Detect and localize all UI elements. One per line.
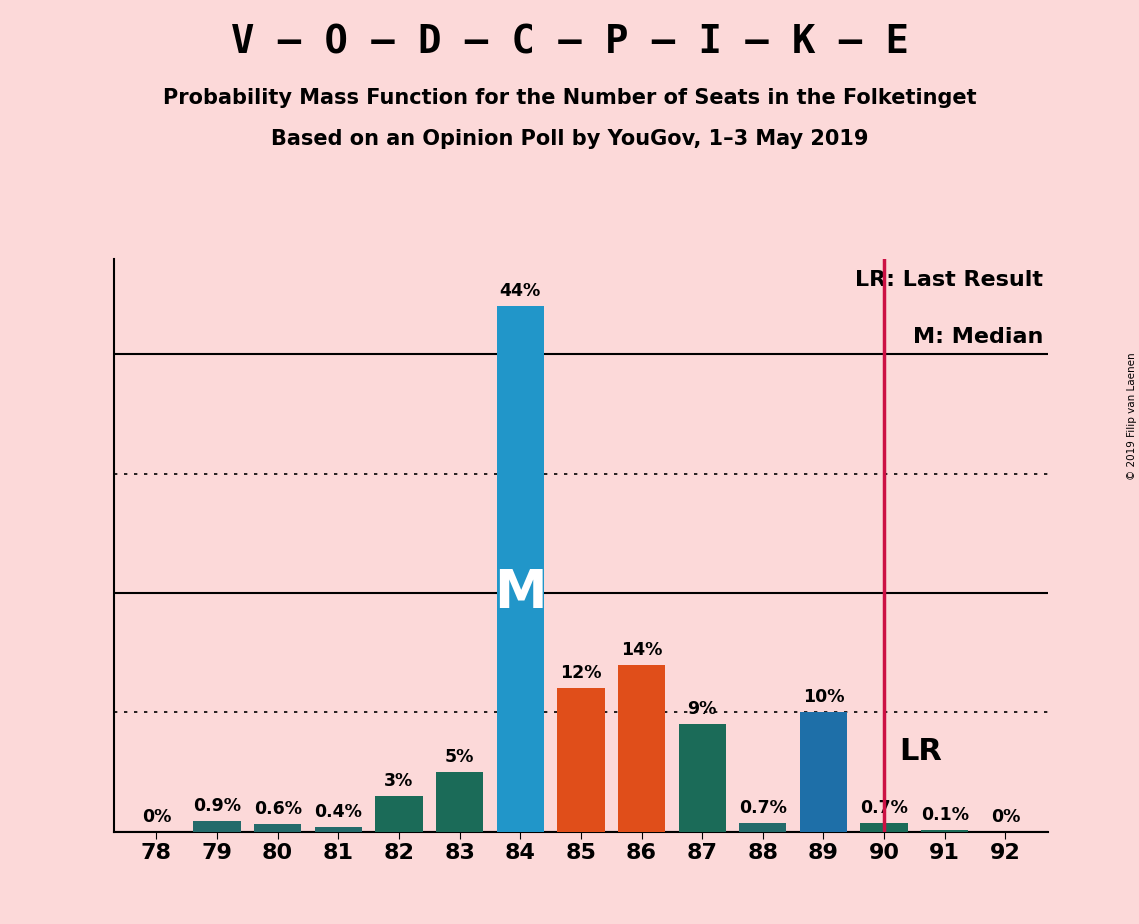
Text: Probability Mass Function for the Number of Seats in the Folketinget: Probability Mass Function for the Number…	[163, 88, 976, 108]
Text: 12%: 12%	[560, 664, 601, 683]
Text: © 2019 Filip van Laenen: © 2019 Filip van Laenen	[1126, 352, 1137, 480]
Bar	[497, 307, 544, 832]
Text: 0.9%: 0.9%	[192, 796, 241, 815]
Bar	[800, 712, 847, 832]
Text: 9%: 9%	[688, 700, 716, 718]
Text: 14%: 14%	[621, 640, 662, 659]
Bar	[314, 827, 362, 832]
Text: M: M	[494, 567, 547, 619]
Bar	[194, 821, 240, 832]
Bar	[375, 796, 423, 832]
Text: 0%: 0%	[991, 808, 1021, 826]
Text: 44%: 44%	[500, 283, 541, 300]
Bar	[254, 824, 302, 832]
Text: 10%: 10%	[803, 688, 844, 706]
Text: 0.6%: 0.6%	[254, 800, 302, 819]
Bar	[679, 724, 726, 832]
Text: 0.1%: 0.1%	[920, 807, 969, 824]
Bar	[739, 823, 787, 832]
Text: 5%: 5%	[445, 748, 474, 766]
Text: Based on an Opinion Poll by YouGov, 1–3 May 2019: Based on an Opinion Poll by YouGov, 1–3 …	[271, 129, 868, 150]
Text: V – O – D – C – P – I – K – E: V – O – D – C – P – I – K – E	[230, 23, 909, 61]
Text: 0.7%: 0.7%	[739, 799, 787, 817]
Text: LR: Last Result: LR: Last Result	[855, 270, 1043, 290]
Bar	[617, 664, 665, 832]
Bar	[921, 831, 968, 832]
Text: LR: LR	[900, 737, 942, 766]
Bar	[436, 772, 483, 832]
Text: 0.4%: 0.4%	[314, 803, 362, 821]
Text: 3%: 3%	[384, 772, 413, 790]
Text: M: Median: M: Median	[912, 327, 1043, 347]
Text: 0%: 0%	[141, 808, 171, 826]
Text: 0.7%: 0.7%	[860, 799, 908, 817]
Bar	[557, 688, 605, 832]
Bar	[860, 823, 908, 832]
